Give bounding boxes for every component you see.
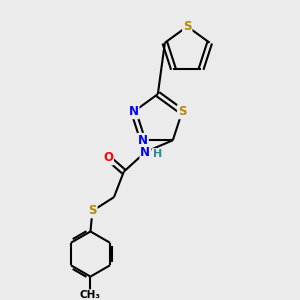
Text: H: H [152,149,162,159]
Text: CH₃: CH₃ [80,290,101,300]
Text: S: S [178,105,186,118]
Text: O: O [103,152,113,164]
Text: N: N [138,134,148,147]
Text: N: N [140,146,150,158]
Text: S: S [88,204,97,218]
Text: N: N [129,105,139,118]
Text: S: S [183,20,191,33]
